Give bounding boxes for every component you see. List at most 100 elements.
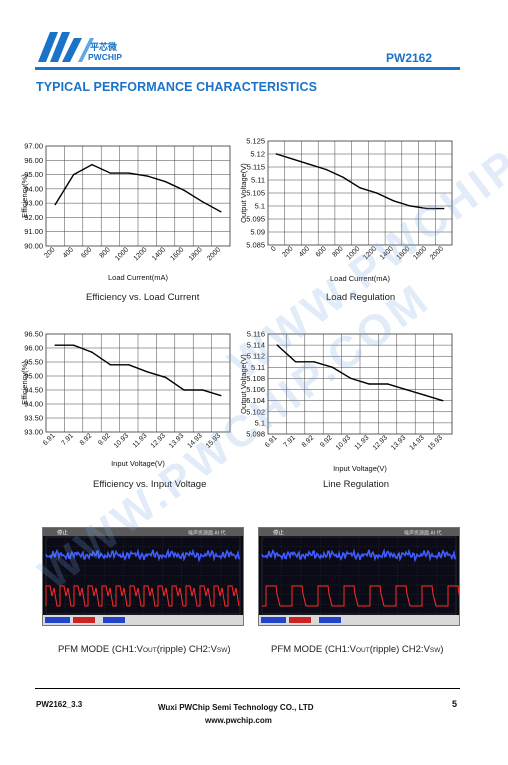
x-tick-label: 6.91	[42, 432, 57, 447]
part-number: PW2162	[386, 51, 433, 65]
x-tick-label: 7.91	[60, 432, 75, 447]
data-point	[183, 389, 185, 391]
data-point	[309, 163, 311, 166]
chart-load-regulation: 5.125 5.12 5.115 5.11 5.105 5.1 5.095 5.09 5.085…	[239, 137, 453, 283]
y-tick-label: 95.50	[24, 358, 43, 367]
data-point	[220, 211, 222, 213]
x-tick-label: 7.91	[282, 434, 297, 449]
y-tick-label: 5.098	[246, 430, 265, 439]
y-tick-label: 95.00	[24, 372, 43, 381]
data-point	[423, 394, 426, 396]
data-point	[201, 389, 204, 391]
trigger-chip	[103, 617, 125, 623]
y-tick-label: 95.00	[24, 170, 43, 179]
data-point	[220, 394, 222, 397]
x-tick-label: 12.93	[150, 432, 167, 449]
footer-website: www.pwchip.com	[205, 716, 272, 725]
y-tick-label: 5.09	[250, 228, 265, 237]
x-tick-label: 1800	[188, 246, 204, 262]
logo-en-text: PWCHIP	[88, 52, 122, 62]
section-title: TYPICAL PERFORMANCE CHARACTERISTICS	[36, 80, 318, 94]
data-point	[91, 163, 93, 166]
scope-2-waveform: 停止 噪声资源面 AI 代	[259, 528, 459, 625]
y-axis-label: Efficiency(%)	[20, 174, 29, 218]
x-tick-label: 11.93	[132, 432, 149, 449]
y-tick-label: 96.00	[24, 344, 43, 353]
data-point	[109, 364, 112, 366]
x-tick-label: 200	[43, 246, 56, 259]
logo-mark-icon	[38, 32, 94, 62]
data-point	[109, 172, 112, 174]
y-tick-label: 5.095	[246, 215, 265, 224]
scope-status: 停止	[273, 529, 285, 537]
data-point	[146, 175, 148, 177]
data-point	[359, 187, 361, 189]
y-tick-label: 5.114	[247, 341, 265, 350]
chart-line-regulation: 5.116 5.114 5.112 5.11 5.108 5.106 5.104 5.102 5…	[239, 330, 453, 473]
x-tick-label: 800	[99, 246, 112, 259]
logo-cn-text: 平芯微	[90, 42, 118, 52]
y-tick-label: 5.112	[247, 352, 265, 361]
logo	[38, 28, 98, 64]
scope-status: 停止	[57, 529, 69, 537]
x-tick-label: 13.93	[390, 434, 407, 451]
caption-efficiency-input: Efficiency vs. Input Voltage	[93, 479, 207, 490]
y-tick-label: 5.11	[251, 176, 265, 185]
chart-efficiency-vs-load: 97.00 96.00 95.00 94.00 93.00 92.00 91.00 90.00…	[20, 142, 231, 282]
data-point	[350, 377, 352, 380]
data-point	[325, 168, 328, 171]
y-tick-label: 5.125	[246, 137, 265, 146]
x-axis-label: Input Voltage(V)	[333, 464, 387, 473]
scope-bottom-bar	[259, 615, 459, 625]
x-tick-label: 0	[270, 245, 278, 253]
ch1-ripple-trace	[261, 548, 457, 563]
data-point	[392, 200, 395, 202]
header-rule	[35, 67, 460, 70]
x-tick-label: 10.93	[335, 434, 352, 451]
y-tick-label: 96.50	[24, 330, 43, 339]
data-point	[183, 189, 185, 191]
x-tick-label: 200	[281, 245, 294, 258]
data-point	[91, 351, 93, 353]
data-point	[405, 388, 407, 391]
footer-doc-id: PW2162_3.3	[36, 700, 83, 709]
x-tick-label: 9.92	[97, 432, 112, 447]
data-series-line	[54, 163, 222, 213]
data-point	[331, 366, 334, 369]
data-point	[72, 173, 75, 176]
data-series-line	[55, 344, 222, 397]
y-tick-label: 5.115	[247, 163, 265, 172]
data-point	[128, 172, 130, 174]
caption-line-regulation: Line Regulation	[323, 479, 390, 490]
caption-load-regulation: Load Regulation	[326, 292, 396, 303]
x-tick-label: 600	[315, 245, 328, 258]
y-tick-label: 5.106	[246, 385, 265, 394]
y-tick-label: 96.00	[24, 156, 43, 165]
x-tick-label: 1400	[151, 246, 167, 262]
footer-page-number: 5	[452, 699, 458, 709]
scope-1-waveform: 停止 噪声资源面 AI 代	[43, 528, 243, 625]
data-point	[409, 205, 411, 207]
ch2-switch-trace	[45, 585, 240, 607]
x-axis-label: Load Current(mA)	[330, 274, 391, 283]
y-tick-label: 94.00	[24, 400, 43, 409]
y-tick-label: 5.105	[246, 189, 265, 198]
caption-efficiency-load: Efficiency vs. Load Current	[86, 292, 200, 303]
scope-bottom-bar	[43, 615, 243, 625]
y-tick-label: 93.00	[24, 199, 43, 208]
y-tick-label: 5.116	[247, 330, 265, 339]
ch1-ripple-trace	[45, 548, 241, 563]
y-tick-label: 93.00	[24, 428, 43, 437]
x-tick-label: 15.93	[427, 434, 444, 451]
y-axis-label: Efficiency(%)	[20, 361, 29, 405]
ch2-scale-chip	[289, 617, 311, 623]
data-point	[164, 181, 167, 183]
data-point	[376, 192, 378, 194]
data-point	[146, 371, 148, 373]
data-point	[294, 361, 297, 363]
y-tick-label: 5.11	[251, 363, 265, 372]
scope-title: 噪声资源面 AI 代	[188, 530, 226, 537]
y-tick-label: 5.102	[246, 407, 265, 416]
x-tick-label: 2000	[206, 246, 222, 262]
data-point	[426, 207, 428, 210]
